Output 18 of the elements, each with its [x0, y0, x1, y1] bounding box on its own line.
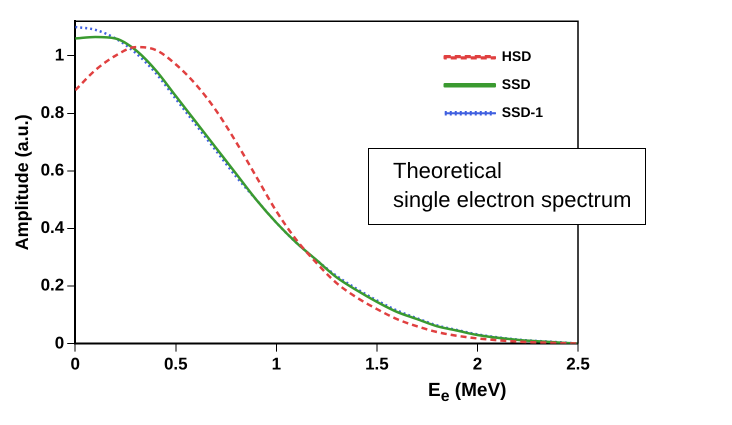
x-tick-label: 2 — [472, 354, 482, 374]
y-tick-label: 0.8 — [40, 103, 64, 122]
legend-label: SSD — [502, 76, 531, 92]
x-tick-label: 0.5 — [164, 354, 188, 374]
y-axis-title: Amplitude (a.u.) — [12, 114, 32, 250]
legend-label: SSD-1 — [502, 104, 544, 120]
x-tick-label: 1 — [272, 354, 282, 374]
y-tick-label: 1 — [54, 45, 64, 64]
legend-label: HSD — [502, 48, 532, 64]
y-tick-label: 0.4 — [40, 218, 65, 238]
x-tick-label: 2.5 — [566, 354, 590, 374]
x-axis-title: E$_{e}$ (MeV) — [428, 380, 506, 406]
x-tick-label: 1.5 — [365, 354, 389, 374]
annotation: Theoretical single electron spectrum — [368, 148, 646, 226]
y-tick-label: 0.6 — [40, 160, 64, 180]
y-tick-label: 0.2 — [40, 276, 64, 295]
x-tick-label: 0 — [70, 354, 80, 374]
y-tick-label: 0 — [54, 333, 64, 352]
